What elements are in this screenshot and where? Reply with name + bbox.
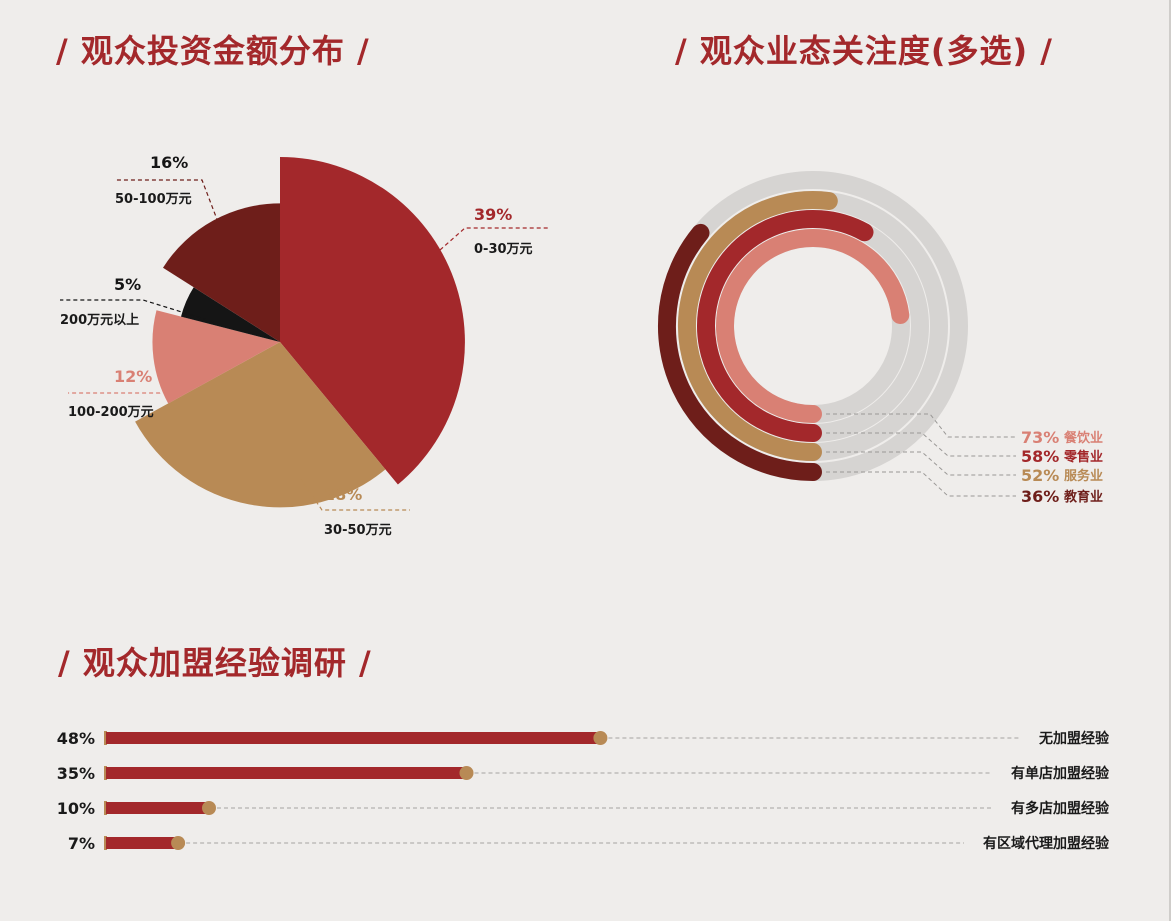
rose-slice-0 — [280, 157, 465, 485]
radial-pct-catering: 73% — [1021, 428, 1059, 447]
bar-end-dot-3 — [171, 836, 186, 850]
industry-radial-chart — [657, 171, 968, 481]
rose-pct-100-200: 12% — [114, 367, 152, 386]
rose-pct-200-plus: 5% — [114, 275, 141, 294]
rose-label-30-50: 30-50万元 — [324, 523, 392, 538]
bar-pct-1: 35% — [57, 764, 95, 783]
invest-section-title: / 观众投资金额分布 / — [56, 32, 370, 70]
connector-catering — [826, 413, 1016, 438]
bar-2 — [106, 802, 209, 814]
bar-label-2: 有多店加盟经验 — [1011, 800, 1110, 817]
bar-end-dot-1 — [459, 766, 474, 780]
bar-label-3: 有区域代理加盟经验 — [983, 835, 1110, 852]
bar-end-dot-0 — [593, 731, 608, 745]
connector-education — [826, 471, 1016, 497]
bar-start-tick-1 — [104, 766, 107, 780]
bar-pct-3: 7% — [68, 834, 95, 853]
bar-label-1: 有单店加盟经验 — [1011, 765, 1110, 782]
rose-pct-50-100: 16% — [150, 153, 188, 172]
leader-line-100-200 — [68, 381, 179, 394]
radial-label-education: 教育业 — [1063, 489, 1103, 505]
bar-1 — [106, 767, 467, 779]
radial-label-service: 服务业 — [1064, 468, 1103, 484]
franchise-experience-bar-chart: 48% 无加盟经验 35% 有单店加盟经验 10% 有多店加盟经验 7% 有区域代理加盟经验 — [57, 729, 1110, 853]
rose-slice-1 — [135, 342, 386, 508]
radial-label-catering: 餐饮业 — [1063, 430, 1103, 446]
radial-arc-1 — [697, 210, 874, 442]
radial-arc-2 — [678, 191, 838, 461]
rose-pct-0-30: 39% — [474, 205, 512, 224]
bar-3 — [106, 837, 179, 849]
bar-pct-2: 10% — [57, 799, 95, 818]
investment-rose-chart — [135, 157, 465, 508]
experience-section-title: / 观众加盟经验调研 / — [58, 644, 372, 682]
rose-label-200-plus: 200万元以上 — [60, 313, 139, 328]
radial-pct-retail: 58% — [1021, 447, 1059, 466]
leader-line-50-100 — [115, 179, 219, 223]
radial-pct-education: 36% — [1021, 487, 1059, 506]
bar-start-tick-2 — [104, 801, 107, 815]
rose-slice-3 — [181, 287, 280, 342]
rose-label-100-200: 100-200万元 — [68, 405, 154, 420]
bar-end-dot-2 — [202, 801, 216, 815]
focus-section-title: / 观众业态关注度(多选) / — [675, 32, 1053, 70]
bar-start-tick-0 — [104, 731, 107, 745]
connector-service — [826, 451, 1016, 476]
page-edge — [1169, 0, 1171, 921]
bar-start-tick-3 — [104, 836, 107, 850]
investment-rose-labels: 39% 0-30万元 28% 30-50万元 12% 100-200万元 5% … — [60, 153, 548, 538]
rose-label-50-100: 50-100万元 — [115, 192, 192, 207]
bar-pct-0: 48% — [57, 729, 95, 748]
radial-pct-service: 52% — [1021, 466, 1059, 485]
radial-label-retail: 零售业 — [1063, 449, 1103, 465]
rose-pct-30-50: 28% — [324, 485, 362, 504]
connector-retail — [826, 432, 1016, 457]
rose-label-0-30: 0-30万元 — [474, 242, 533, 257]
bar-label-0: 无加盟经验 — [1038, 730, 1110, 747]
rose-slice-2 — [152, 310, 280, 404]
leader-line-200-plus — [60, 299, 215, 323]
industry-radial-labels: 73% 餐饮业 58% 零售业 52% 服务业 36% 教育业 — [826, 413, 1103, 506]
bar-0 — [106, 732, 601, 744]
leader-line-30-50 — [299, 477, 410, 511]
radial-arc-3 — [657, 223, 822, 481]
radial-arc-0 — [716, 229, 910, 423]
rose-slice-4 — [163, 203, 280, 342]
